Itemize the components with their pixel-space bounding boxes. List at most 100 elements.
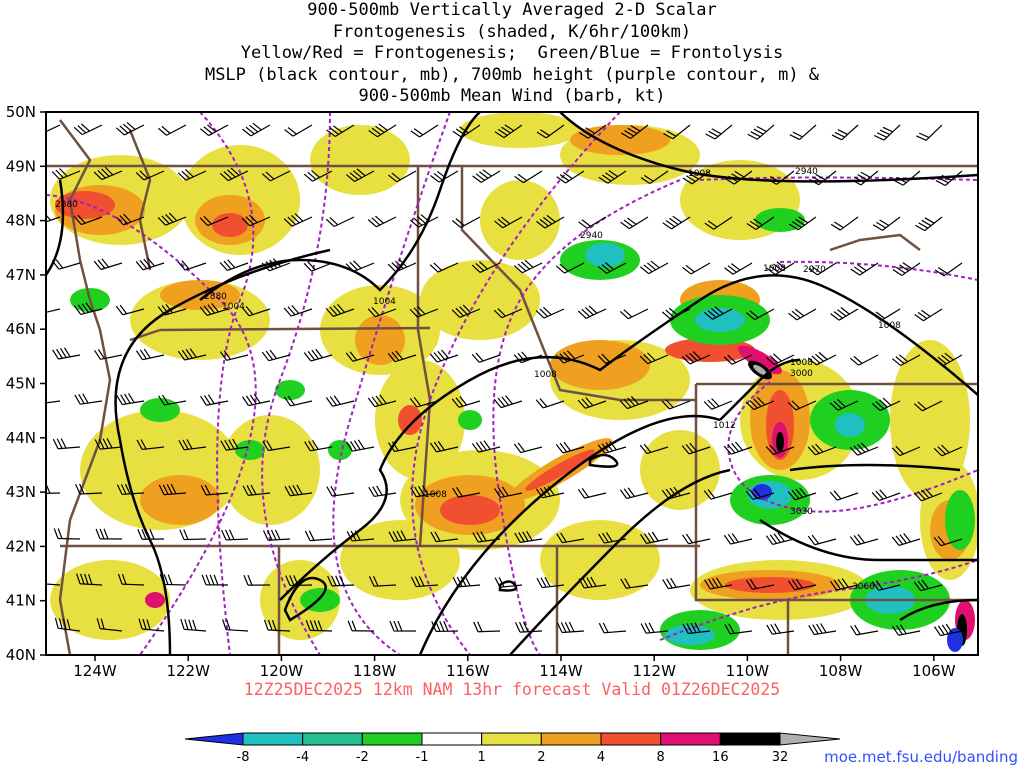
wind-barb [262,440,291,452]
wind-barb [242,122,271,137]
wind-barb [494,124,523,139]
wind-barb [93,166,123,181]
colorbar-segment [302,732,363,746]
colorbar-tick-label: -8 [237,750,250,765]
wind-barb [598,170,627,184]
wind-barb [451,396,481,408]
wind-barb [243,574,271,586]
wind-barb [555,441,585,454]
wind-barb [388,441,417,453]
wind-barb [303,169,333,182]
wind-barb [830,307,859,321]
wind-barb [723,533,753,545]
wind-barb [809,170,837,186]
wind-barb [326,485,355,497]
wind-barb [117,573,145,586]
wind-barb [471,261,501,273]
wind-barb [177,169,207,181]
wind-barb [872,308,901,322]
wind-barb [493,308,523,319]
wind-barb [158,483,187,496]
wind-barb [935,170,963,187]
wind-barb [200,124,229,137]
wind-barb [180,618,207,632]
wind-barb [74,393,103,405]
height-label: 2970 [803,265,826,275]
wind-barb [578,216,607,229]
wind-barb [555,350,585,364]
wind-barb [661,486,691,500]
wind-barb [242,484,271,496]
wind-barb [303,261,333,272]
wind-barb [116,393,145,406]
wind-barb [829,399,859,411]
wind-barb [747,124,775,140]
wind-barb [787,400,817,411]
wind-barb [201,574,229,586]
isobar-label: 1008 [424,490,447,500]
wind-barb [494,577,523,588]
wind-barb [682,262,711,275]
wind-barb [96,618,123,632]
wind-barb [138,618,165,632]
wind-barb [621,124,649,139]
isobar-label: 1008 [878,321,901,331]
title-line-4: MSLP (black contour, mb), 700mb height (… [204,64,820,85]
wind-barb [872,216,901,231]
wind-barb [283,213,313,227]
wind-barb [284,484,313,497]
colorbar: -8 -4 -2 -1 1 2 4 8 16 32 [184,732,841,765]
height-label: 2940 [795,167,818,177]
forecast-valid-time: 12Z25DEC2025 12km NAM 13hr forecast Vali… [243,680,781,699]
wind-barb [535,398,565,409]
wind-barb [325,395,355,407]
wind-barb [788,308,817,321]
wind-barb [789,124,817,141]
wind-barb [177,348,207,361]
wind-barb [241,393,271,407]
wind-barb [493,395,523,409]
wind-barb [46,573,61,586]
lon-label: 108W [819,662,863,680]
title-line-1: 900-500mb Vertically Averaged 2-D Scalar [307,0,717,20]
source-credit[interactable]: moe.met.fsu.edu/banding [824,748,1018,766]
wind-barb [745,396,775,411]
wind-barb [703,306,733,320]
wind-barb [305,620,333,632]
wind-barb [620,578,649,589]
wind-barb [177,260,207,271]
wind-barb [387,258,417,273]
wind-barb [261,349,291,362]
colorbar-segment [600,732,662,746]
wind-barb [241,305,271,317]
wind-barb [873,124,901,141]
wind-barb [934,262,963,277]
title-line-3: Yellow/Red = Frontogenesis; Green/Blue =… [240,43,784,63]
wind-barb [555,262,585,274]
latitude-axis: 50N 49N 48N 47N 46N 45N 44N 43N 42N 41N 40N [6,103,46,664]
wind-barb [663,124,691,140]
wind-barb [219,259,249,272]
wind-barb [241,214,271,227]
wind-barb [598,532,627,544]
wind-barb [135,257,165,271]
wind-barb [261,258,291,272]
wind-barb [410,485,439,498]
wind-barb [157,124,187,136]
wind-barb [388,530,417,542]
wind-barb [327,575,355,587]
wind-barb [662,577,691,590]
lat-label: 42N [6,537,36,555]
wind-barb [76,573,103,586]
wind-barb [724,623,753,635]
wind-barb [472,531,501,543]
wind-barb [788,216,817,231]
height-label: 2940 [580,231,603,241]
wind-barb [200,394,229,406]
wind-barb [429,349,459,363]
wind-barb [368,575,397,587]
colorbar-segment [361,732,423,746]
wind-barb [199,303,229,316]
wind-barb [220,438,249,451]
wind-barb [94,349,123,360]
